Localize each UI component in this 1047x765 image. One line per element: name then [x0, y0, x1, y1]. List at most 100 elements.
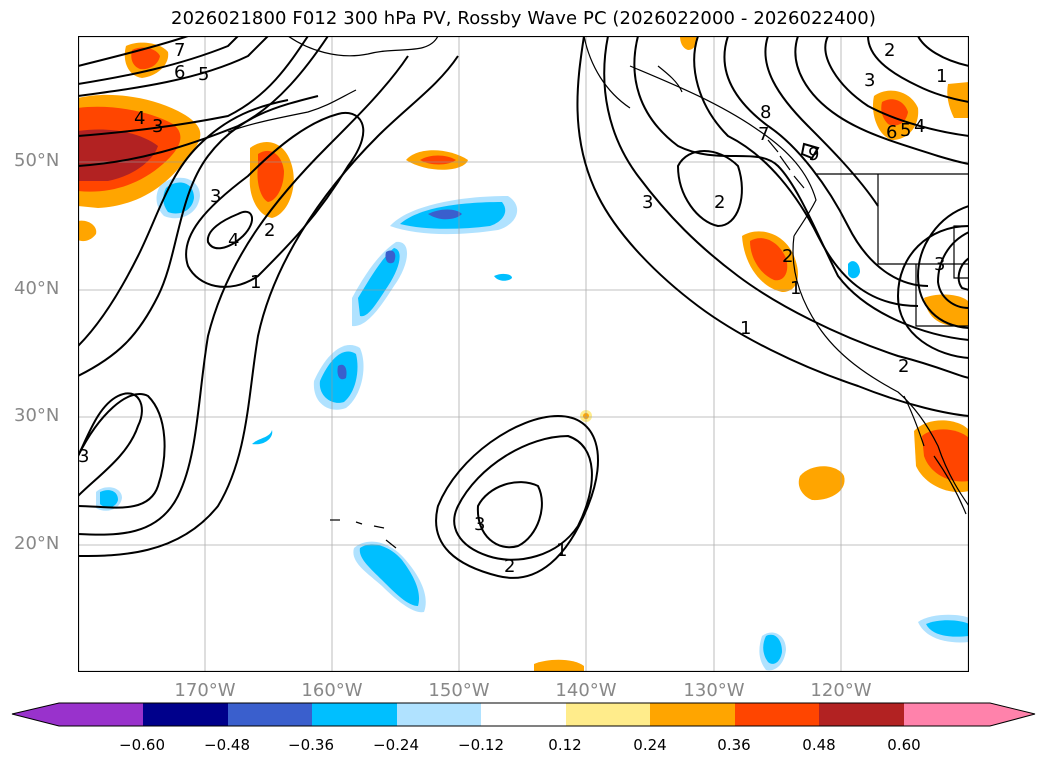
colorbar — [11, 702, 1036, 727]
cool-region-168w-core — [163, 182, 194, 214]
cool-region-se-core — [926, 620, 969, 637]
contour-label: 1 — [556, 540, 567, 561]
warm-region-baja-core — [922, 429, 969, 482]
cool-region-42n-small — [494, 273, 512, 281]
lat-label: 50°N — [14, 150, 60, 171]
contour-east-16 — [800, 142, 820, 160]
colorbar-segment — [143, 703, 228, 726]
contour-east-6 — [723, 36, 929, 287]
warm-region-165w-core — [257, 150, 284, 202]
contour-west-4 — [78, 95, 319, 377]
contour-label: 4 — [134, 108, 145, 129]
cool-region-162w-deep — [337, 364, 347, 380]
contour-label: 2 — [782, 246, 793, 267]
contour-label: 3 — [152, 116, 163, 137]
contour-east-14 — [957, 257, 969, 291]
cool-region-south-core — [763, 634, 782, 664]
warm-region-top-core — [131, 47, 160, 70]
contour-east-1 — [576, 36, 969, 417]
contour-topleft-3 — [78, 36, 269, 97]
contour-west-8 — [206, 210, 253, 250]
coastlines — [227, 36, 969, 549]
lat-label: 30°N — [14, 405, 60, 426]
contour-east-15 — [896, 225, 969, 359]
contour-east-3 — [633, 36, 969, 341]
colorbar-segment — [481, 703, 566, 726]
colorbar-segment — [312, 703, 397, 726]
colorbar-segments — [12, 703, 1035, 726]
contour-label: 5 — [198, 64, 209, 85]
contour-label: 1 — [790, 278, 801, 299]
lon-label: 140°W — [555, 680, 617, 701]
contour-label: 2 — [898, 356, 909, 377]
contour-label: 5 — [900, 120, 911, 141]
contour-west-6 — [78, 392, 143, 497]
contour-label: 6 — [174, 62, 185, 83]
contour-label: 4 — [228, 230, 239, 251]
cool-region-hawaii-core — [359, 544, 420, 606]
colorbar-segment — [650, 703, 735, 726]
map-title: 2026021800 F012 300 hPa PV, Rossby Wave … — [171, 8, 876, 29]
lat-label: 20°N — [14, 533, 60, 554]
lon-label: 170°W — [174, 680, 236, 701]
warm-region-sub — [798, 466, 845, 501]
lon-label: 160°W — [301, 680, 363, 701]
colorbar-tick-label: 0.24 — [633, 736, 667, 754]
contour-label: 3 — [210, 186, 221, 207]
contour-west-7 — [185, 111, 365, 288]
contour-label: 1 — [250, 272, 261, 293]
map-canvas: 7 6 5 4 3 3 4 2 1 3 2 1 3 2 8 7 9 3 2 6 … — [78, 36, 969, 672]
contour-mid-3 — [435, 414, 599, 579]
cool-region-45n-deep — [428, 209, 462, 220]
contour-label: 2 — [884, 40, 895, 61]
contour-east-5 — [693, 36, 919, 307]
colorbar-outline — [11, 702, 1036, 727]
warm-region-west-edge — [78, 220, 97, 242]
warm-region-top-mid — [680, 36, 697, 50]
cool-region-160w-core — [358, 248, 400, 317]
contour-west-1 — [78, 55, 459, 557]
colorbar-tick-label: 0.12 — [548, 736, 582, 754]
cool-region-168w-small — [252, 430, 273, 445]
contour-label: 2 — [714, 192, 725, 213]
lon-label: 130°W — [683, 680, 745, 701]
contour-label: 6 — [886, 122, 897, 143]
colorbar-segment — [397, 703, 481, 726]
colorbar-segment — [819, 703, 904, 726]
contour-label: 8 — [760, 102, 771, 123]
negative-anomaly-fills — [96, 177, 969, 671]
contour-label: 3 — [642, 192, 653, 213]
contour-label: 3 — [864, 70, 875, 91]
cool-region-sw-core — [100, 490, 118, 508]
contour-west-5 — [78, 99, 289, 347]
colorbar-tick-label: 0.36 — [717, 736, 751, 754]
contour-topleft-4 — [78, 36, 309, 137]
colorbar-tick-label: −0.24 — [373, 736, 419, 754]
pv-contours — [78, 36, 969, 579]
colorbar-tick-label: −0.60 — [119, 736, 165, 754]
colorbar-tick-label: −0.48 — [204, 736, 250, 754]
contour-topleft-1 — [78, 36, 189, 67]
contour-label: 2 — [264, 220, 275, 241]
contour-mid-2 — [476, 481, 543, 549]
contour-east-7 — [764, 36, 879, 207]
contour-east-11 — [917, 36, 969, 67]
contour-label: 7 — [174, 40, 185, 61]
contour-west-2 — [78, 55, 409, 536]
cool-region-162w-core — [319, 351, 358, 403]
contour-label: 1 — [936, 66, 947, 87]
warm-region-ne-core — [881, 99, 908, 126]
colorbar-segment — [228, 703, 312, 726]
warm-region-nw-deep — [78, 129, 158, 181]
contour-label: 2 — [504, 556, 515, 577]
warm-region-coast-core — [750, 238, 788, 281]
warm-region-e — [924, 294, 969, 327]
contour-label: 1 — [740, 318, 751, 339]
contour-east-2 — [603, 36, 969, 379]
contour-label: 9 — [808, 144, 819, 165]
cool-region-123w — [848, 261, 860, 279]
map-frame — [78, 36, 969, 672]
colorbar-extension-low — [12, 703, 143, 726]
colorbar-extension-high — [904, 703, 1035, 726]
colorbar-tick-label: 0.60 — [887, 736, 921, 754]
